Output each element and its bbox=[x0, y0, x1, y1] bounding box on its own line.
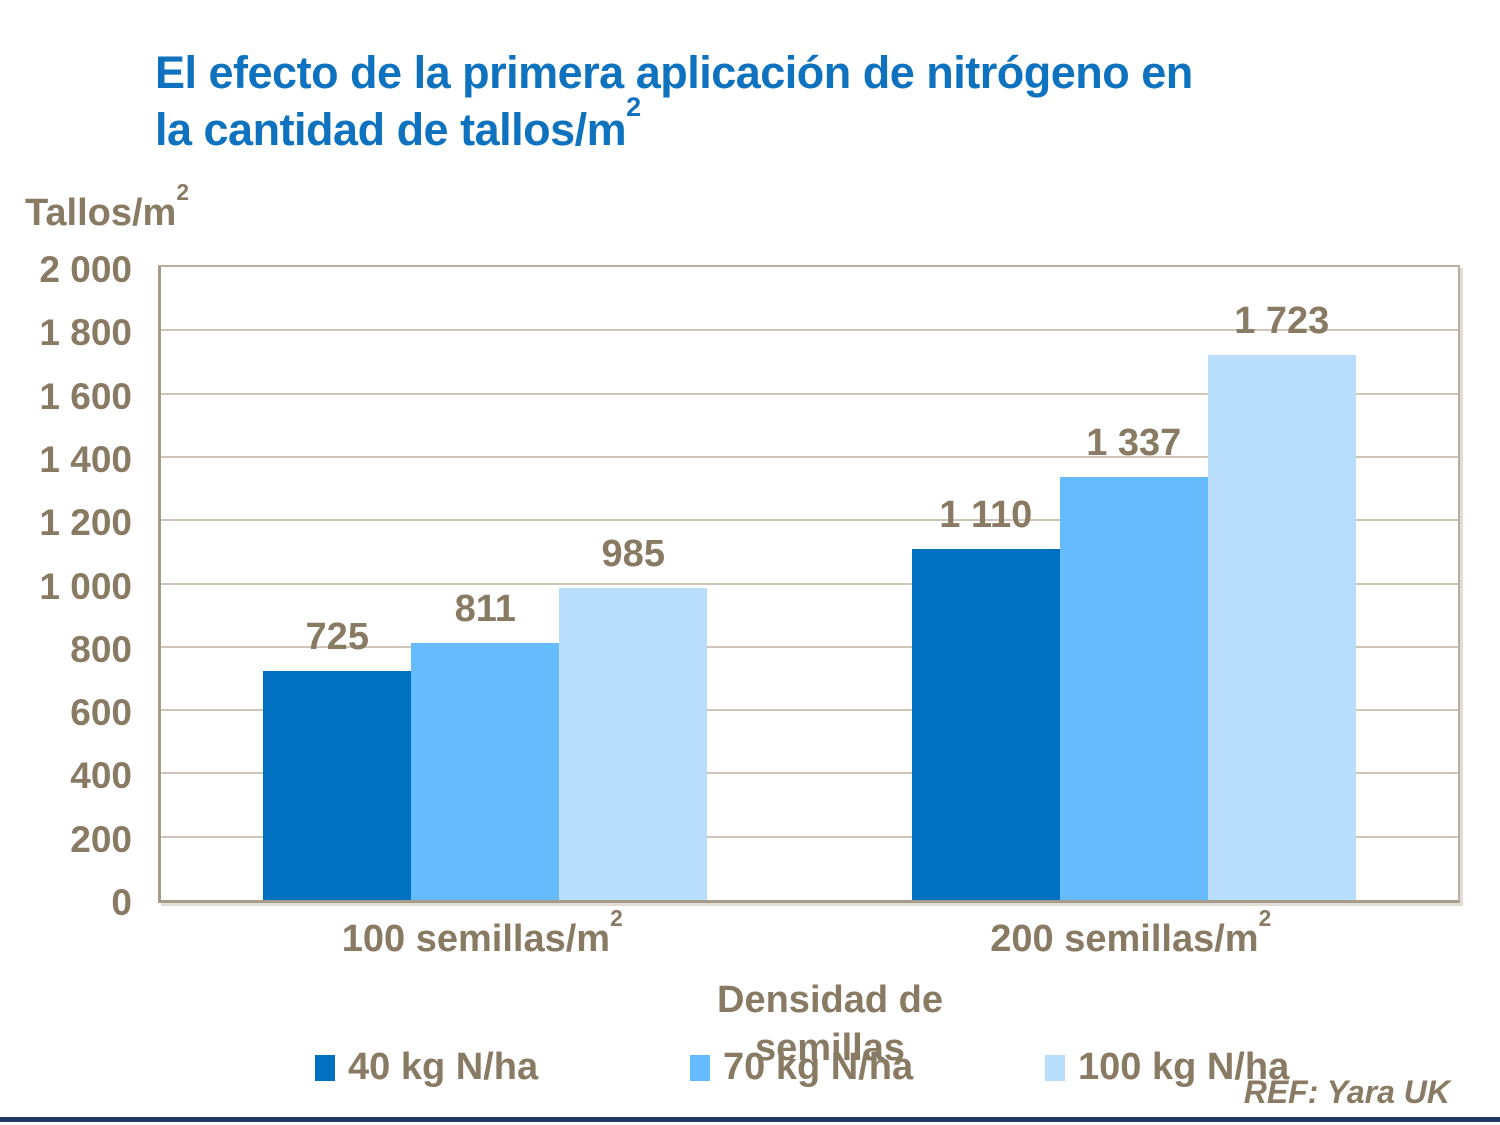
y-tick-label: 800 bbox=[70, 628, 132, 670]
y-tick-label: 400 bbox=[70, 755, 132, 797]
x-axis-title: Densidad de semillas bbox=[717, 976, 943, 1072]
gridline bbox=[161, 645, 1458, 648]
y-axis: 0 200 400 600 800 1 000 1 200 1 400 1 600 1 800 2 … bbox=[0, 249, 132, 923]
y-tick-label: 1 400 bbox=[39, 438, 132, 480]
bar-value-label: 985 bbox=[601, 533, 665, 576]
x-category-label: 200 semillas/m2 bbox=[990, 904, 1272, 960]
legend-item: 100 kg N/ha bbox=[1045, 1046, 1289, 1089]
legend-label: 70 kg N/ha bbox=[723, 1046, 914, 1088]
y-tick-label: 200 bbox=[70, 818, 132, 860]
bar-value-label: 1 337 bbox=[1086, 421, 1182, 464]
bar bbox=[1207, 354, 1356, 900]
legend-swatch-icon bbox=[1045, 1054, 1065, 1081]
y-tick-label: 1 000 bbox=[39, 565, 132, 607]
bar-value-label: 1 723 bbox=[1234, 299, 1330, 342]
x-axis-title-line2: semillas bbox=[754, 1027, 905, 1069]
plot-area: 725 811 985 1 110 1 337 1 723 bbox=[158, 265, 1460, 903]
y-tick-label: 1 200 bbox=[39, 502, 132, 544]
y-tick-label: 2 000 bbox=[39, 249, 132, 290]
legend-swatch-icon bbox=[690, 1054, 710, 1081]
y-tick-label: 1 600 bbox=[39, 375, 132, 417]
y-tick-label: 1 800 bbox=[39, 312, 132, 354]
bar bbox=[911, 548, 1060, 900]
legend-label: 40 kg N/ha bbox=[348, 1046, 539, 1088]
y-axis-title: Tallos/m2 bbox=[25, 178, 190, 234]
bar-value-label: 1 110 bbox=[939, 493, 1033, 536]
legend-item: 70 kg N/ha bbox=[690, 1046, 913, 1089]
bar bbox=[263, 670, 412, 900]
gridline bbox=[161, 582, 1458, 585]
gridline bbox=[161, 329, 1458, 332]
y-tick-label: 600 bbox=[70, 692, 132, 734]
gridline bbox=[161, 455, 1458, 458]
chart-title-line2: la cantidad de tallos/m bbox=[155, 104, 627, 155]
x-axis-title-line1: Densidad de bbox=[717, 979, 943, 1021]
bottom-accent-bar bbox=[0, 1117, 1500, 1122]
reference-text: REF: Yara UK bbox=[1243, 1074, 1450, 1110]
chart-title-superscript: 2 bbox=[626, 91, 641, 122]
y-axis-title-superscript: 2 bbox=[176, 178, 190, 205]
gridline bbox=[161, 835, 1458, 838]
gridline bbox=[161, 709, 1458, 712]
bar-value-label: 811 bbox=[454, 588, 516, 631]
bar-value-label: 725 bbox=[305, 615, 369, 658]
gridline bbox=[161, 772, 1458, 775]
legend-item: 40 kg N/ha bbox=[315, 1046, 538, 1089]
legend-label: 100 kg N/ha bbox=[1078, 1046, 1290, 1088]
chart-title-line1: El efecto de la primera aplicación de ni… bbox=[155, 47, 1193, 98]
x-category-label: 100 semillas/m2 bbox=[341, 904, 623, 960]
bar bbox=[411, 643, 560, 900]
bar bbox=[559, 588, 708, 900]
chart-title: El efecto de la primera aplicación de ni… bbox=[155, 44, 1425, 158]
gridline bbox=[161, 392, 1458, 395]
bar bbox=[1059, 476, 1208, 900]
gridline bbox=[161, 519, 1458, 522]
y-tick-label: 0 bbox=[111, 882, 132, 923]
legend-swatch-icon bbox=[315, 1054, 335, 1081]
